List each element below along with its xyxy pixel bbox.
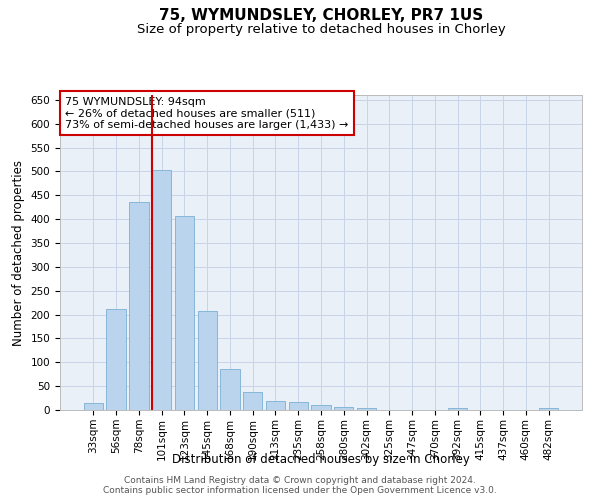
- Bar: [334, 407, 353, 410]
- Bar: [84, 403, 103, 410]
- Bar: [197, 311, 217, 410]
- Text: Distribution of detached houses by size in Chorley: Distribution of detached houses by size …: [172, 452, 470, 466]
- Text: 75, WYMUNDSLEY, CHORLEY, PR7 1US: 75, WYMUNDSLEY, CHORLEY, PR7 1US: [159, 8, 483, 22]
- Bar: [289, 402, 308, 410]
- Bar: [311, 405, 331, 410]
- Bar: [106, 309, 126, 410]
- Bar: [243, 392, 262, 410]
- Bar: [539, 408, 558, 410]
- Y-axis label: Number of detached properties: Number of detached properties: [12, 160, 25, 346]
- Bar: [220, 370, 239, 410]
- Bar: [152, 170, 172, 410]
- Text: Size of property relative to detached houses in Chorley: Size of property relative to detached ho…: [137, 22, 505, 36]
- Bar: [129, 202, 149, 410]
- Text: 75 WYMUNDSLEY: 94sqm
← 26% of detached houses are smaller (511)
73% of semi-deta: 75 WYMUNDSLEY: 94sqm ← 26% of detached h…: [65, 96, 349, 130]
- Bar: [357, 408, 376, 410]
- Bar: [175, 216, 194, 410]
- Text: Contains HM Land Registry data © Crown copyright and database right 2024.
Contai: Contains HM Land Registry data © Crown c…: [103, 476, 497, 495]
- Bar: [448, 408, 467, 410]
- Bar: [266, 402, 285, 410]
